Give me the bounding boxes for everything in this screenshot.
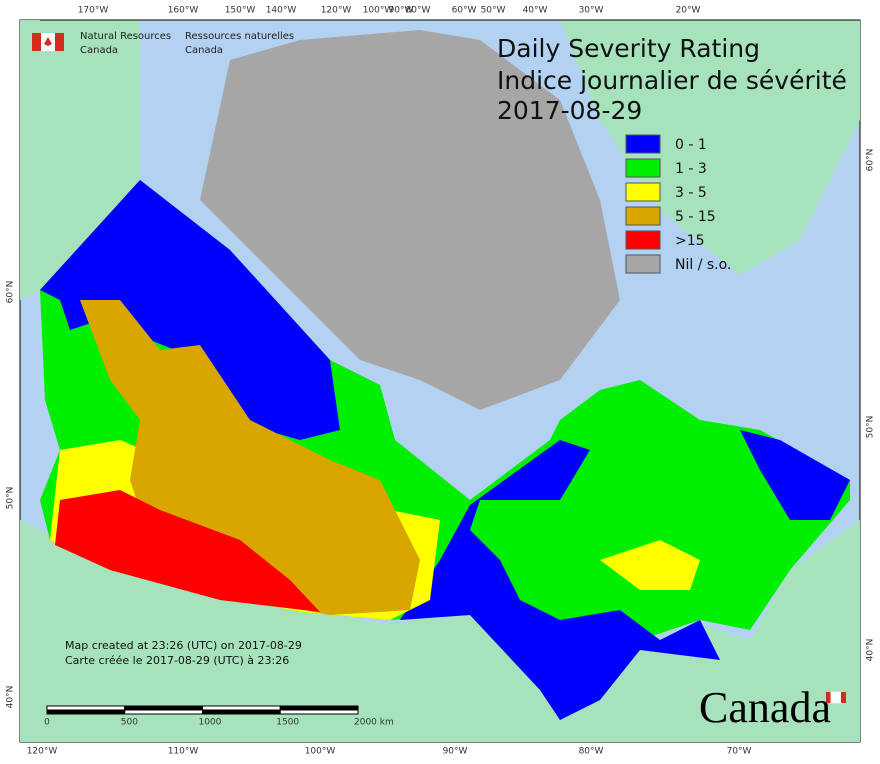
zone-red xyxy=(55,490,320,612)
legend-swatch xyxy=(625,230,661,250)
greenland xyxy=(560,20,860,275)
scale-segment xyxy=(124,709,203,715)
title-date: 2017-08-29 xyxy=(497,96,642,125)
title: Indice journalier de sévérité xyxy=(497,66,847,95)
note: Carte créée le 2017-08-29 (UTC) à 23:26 xyxy=(65,654,289,667)
zone-blue-labrador xyxy=(740,430,850,520)
header: Natural Resources Canada Ressources natu… xyxy=(32,31,294,56)
scale-segment xyxy=(279,705,359,711)
top-tick-label: 50°W xyxy=(481,6,506,16)
right-tick-label: 40°N xyxy=(866,639,876,662)
legend: 0 - 1 1 - 3 3 - 5 5 - 15 >15 Nil / s.o. xyxy=(625,134,731,274)
scale-label: 500 xyxy=(121,718,138,728)
scale-segment xyxy=(202,709,281,715)
top-tick-label: 60°W xyxy=(452,6,477,16)
legend-label: 1 - 3 xyxy=(675,161,707,177)
left-tick-label: 40°N xyxy=(6,686,16,709)
zone-blue-north xyxy=(40,180,340,440)
legend-label: 3 - 5 xyxy=(675,185,707,201)
scale-label: 1500 xyxy=(276,718,299,728)
bottom-tick-label: 120°W xyxy=(27,747,58,757)
legend-swatch xyxy=(625,158,661,178)
scale-segment xyxy=(124,705,203,711)
right-tick-label: 60°N xyxy=(866,149,876,172)
zone-yellow-east xyxy=(600,540,700,590)
bottom-tick-label: 70°W xyxy=(727,747,752,757)
top-tick-label: 140°W xyxy=(266,6,297,16)
flag-bar xyxy=(55,33,64,51)
top-tick-label: 80°W xyxy=(406,6,431,16)
left-tick-label: 50°N xyxy=(6,487,16,510)
legend-label: Nil / s.o. xyxy=(675,257,731,273)
header-text: Natural Resources xyxy=(80,31,171,42)
bottom-tick-label: 80°W xyxy=(579,747,604,757)
scale-label: 0 xyxy=(44,718,50,728)
flag-bar xyxy=(32,33,41,51)
arctic-islands xyxy=(200,30,620,410)
top-tick-label: 90°W xyxy=(389,6,414,16)
legend-swatch xyxy=(625,254,661,274)
maple-leaf xyxy=(44,37,52,46)
top-tick-label: 20°W xyxy=(676,6,701,16)
bottom-tick-label: 90°W xyxy=(443,747,468,757)
note: Map created at 23:26 (UTC) on 2017-08-29 xyxy=(65,639,302,652)
top-tick-label: 120°W xyxy=(321,6,352,16)
scale-segment xyxy=(202,705,281,711)
title: Daily Severity Rating xyxy=(497,34,760,63)
top-tick-label: 30°W xyxy=(579,6,604,16)
zone-blue-east xyxy=(400,440,720,720)
flag-bar xyxy=(826,692,831,703)
legend-swatch xyxy=(625,206,661,226)
header-text: Canada xyxy=(185,45,223,56)
scale-segment xyxy=(279,709,359,715)
scale-segment xyxy=(46,709,126,715)
header-text: Canada xyxy=(80,45,118,56)
scale-segment xyxy=(46,705,126,711)
header-text: Ressources naturelles xyxy=(185,31,294,42)
ticks: 170°W 160°W 150°W 140°W 120°W 100°W90°W80°W 60… xyxy=(6,6,876,757)
wordmark-text: Canada xyxy=(699,683,831,732)
scale-label: 2000 km xyxy=(354,718,394,728)
flag-bar xyxy=(841,692,846,703)
wordmark: Canada xyxy=(699,683,846,732)
legend-label: 0 - 1 xyxy=(675,137,707,153)
top-tick-label: 160°W xyxy=(168,6,199,16)
bottom-tick-label: 110°W xyxy=(168,747,199,757)
top-tick-label: 100°W xyxy=(363,6,394,16)
alaska xyxy=(20,20,140,300)
flag-center xyxy=(830,691,842,704)
top-tick-label: 40°W xyxy=(523,6,548,16)
legend-label: 5 - 15 xyxy=(675,209,716,225)
scale-label: 1000 xyxy=(199,718,222,728)
legend-swatch xyxy=(625,134,661,154)
legend-label: >15 xyxy=(675,233,705,249)
right-tick-label: 50°N xyxy=(866,416,876,439)
top-tick-label: 170°W xyxy=(78,6,109,16)
left-tick-label: 60°N xyxy=(6,281,16,304)
usa xyxy=(20,520,860,742)
scale-bar: 0 500 1000 1500 2000 km xyxy=(44,705,394,728)
top-tick-label: 150°W xyxy=(225,6,256,16)
legend-swatch xyxy=(625,182,661,202)
bottom-tick-label: 100°W xyxy=(305,747,336,757)
